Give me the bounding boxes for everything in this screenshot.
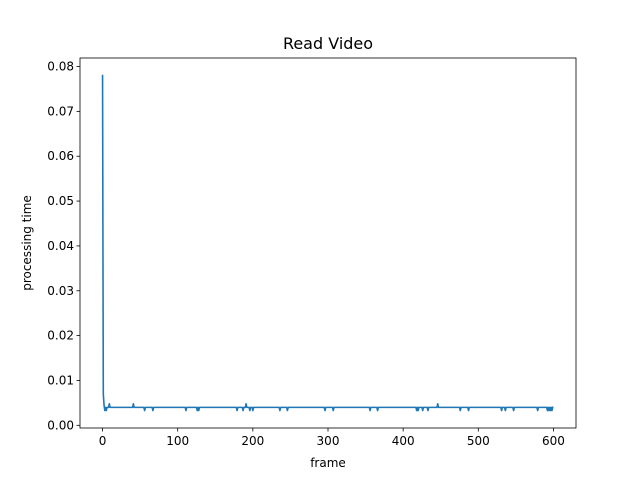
plot-area [80, 58, 576, 428]
chart-title: Read Video [283, 34, 373, 53]
y-tick-label: 0.05 [47, 194, 74, 208]
x-tick-label: 600 [542, 434, 565, 448]
x-tick-label: 0 [99, 434, 107, 448]
y-tick-label: 0.02 [47, 329, 74, 343]
x-axis-label: frame [310, 456, 346, 470]
x-tick-label: 500 [467, 434, 490, 448]
y-tick-label: 0.08 [47, 60, 74, 74]
y-axis-label: processing time [20, 195, 34, 291]
y-tick-label: 0.03 [47, 284, 74, 298]
y-tick-label: 0.01 [47, 373, 74, 387]
y-axis-ticks: 0.00 0.01 0.02 0.03 0.04 0.05 0.06 0.07 0.08 [47, 60, 80, 432]
x-axis-ticks: 0 100 200 300 400 500 600 [99, 428, 565, 448]
y-tick-label: 0.00 [47, 418, 74, 432]
x-tick-label: 100 [166, 434, 189, 448]
series-line-0 [101, 74, 554, 412]
x-tick-label: 400 [392, 434, 415, 448]
y-tick-label: 0.06 [47, 149, 74, 163]
x-tick-label: 200 [241, 434, 264, 448]
y-tick-label: 0.07 [47, 104, 74, 118]
y-tick-label: 0.04 [47, 239, 74, 253]
x-tick-label: 300 [317, 434, 340, 448]
series-layer [101, 74, 554, 412]
